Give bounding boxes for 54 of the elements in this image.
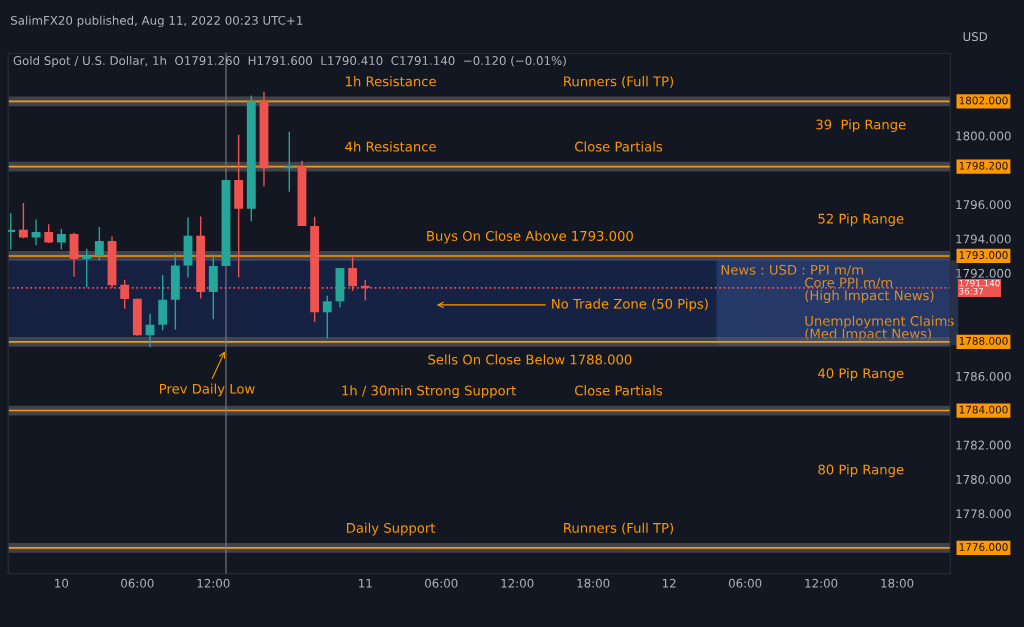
x-tick-label: 10 (55, 578, 69, 588)
candlestick (82, 248, 92, 288)
y-tick-label: 1778.000 (956, 509, 1011, 519)
x-tick-label: 06:00 (121, 578, 154, 588)
candlestick (44, 223, 54, 244)
x-tick-label: 06:00 (728, 578, 762, 588)
y-tick-label: 1786.000 (956, 371, 1011, 381)
candlestick (18, 202, 28, 239)
annotation: Close Partials (575, 385, 663, 396)
candlestick (322, 295, 332, 340)
band-label: No Trade Zone (50 Pips) (552, 298, 708, 312)
annotation: Sells On Close Below 1788.000 (428, 354, 632, 365)
candlestick (31, 218, 41, 247)
ref-line-label: 1784.000 (959, 405, 1008, 414)
annotation: 1h / 30min Strong Support (342, 385, 516, 399)
annotation: Runners (Full TP) (564, 522, 674, 535)
y-tick-label: 1782.000 (956, 440, 1011, 450)
ref-line-label: 1791.140 36:37 (959, 279, 1000, 295)
x-tick-label: 18:00 (577, 578, 610, 588)
x-tick-label: 12 (662, 578, 676, 588)
chart-subtitle: Gold Spot / U.S. Dollar, 1h O1791.260 H1791.600 L1790.410 C1791.140 −0.120 (−0.01%) (13, 55, 566, 68)
ref-line-label: 1776.000 (959, 543, 1008, 551)
y-tick-label: 1796.000 (956, 200, 1011, 210)
annotation: 1h Resistance (346, 76, 436, 87)
annotation: Runners (Full TP) (564, 76, 674, 88)
y-tick-label: 1792.000 (956, 268, 1011, 278)
annotation: 40 Pip Range (818, 368, 904, 381)
y-tick-label: 1780.000 (956, 474, 1011, 484)
x-tick-label: 12:00 (805, 578, 838, 588)
ref-line-label: 1802.000 (959, 96, 1008, 105)
x-tick-label: 06:00 (425, 578, 458, 588)
x-tick-label: 18:00 (881, 578, 914, 588)
candlestick (56, 227, 66, 251)
annotation: News : USD : PPI m/m Core PPI m/m (High Impact News) Unemployment Claims (Med Impact News) (721, 264, 954, 342)
annotation: Daily Support (347, 522, 436, 536)
ref-line-label: 1798.200 (959, 161, 1008, 170)
x-tick-label: 11 (359, 578, 372, 588)
annotation: 39 Pip Range (816, 119, 906, 133)
x-tick-label: 12:00 (501, 578, 534, 588)
ref-line-label: 1788.000 (959, 336, 1008, 345)
annotation: Buys On Close Above 1793.000 (427, 230, 633, 244)
annotation: Prev Daily Low (160, 383, 255, 397)
chart-title: SalimFX20 published, Aug 11, 2022 00:23 UTC+1 (11, 15, 303, 28)
x-tick-label: 12:00 (197, 578, 230, 588)
candlestick (94, 226, 104, 262)
annotation: 80 Pip Range (818, 464, 904, 478)
ref-line-label: 1793.000 (959, 251, 1008, 259)
annotation: 52 Pip Range (818, 213, 904, 227)
candlestick (284, 131, 294, 193)
annotation: Close Partials (575, 141, 663, 152)
y-axis-title: USD (963, 32, 988, 42)
y-tick-label: 1800.000 (956, 131, 1011, 141)
y-tick-label: 1794.000 (956, 234, 1011, 244)
annotation: 4h Resistance (345, 141, 436, 152)
